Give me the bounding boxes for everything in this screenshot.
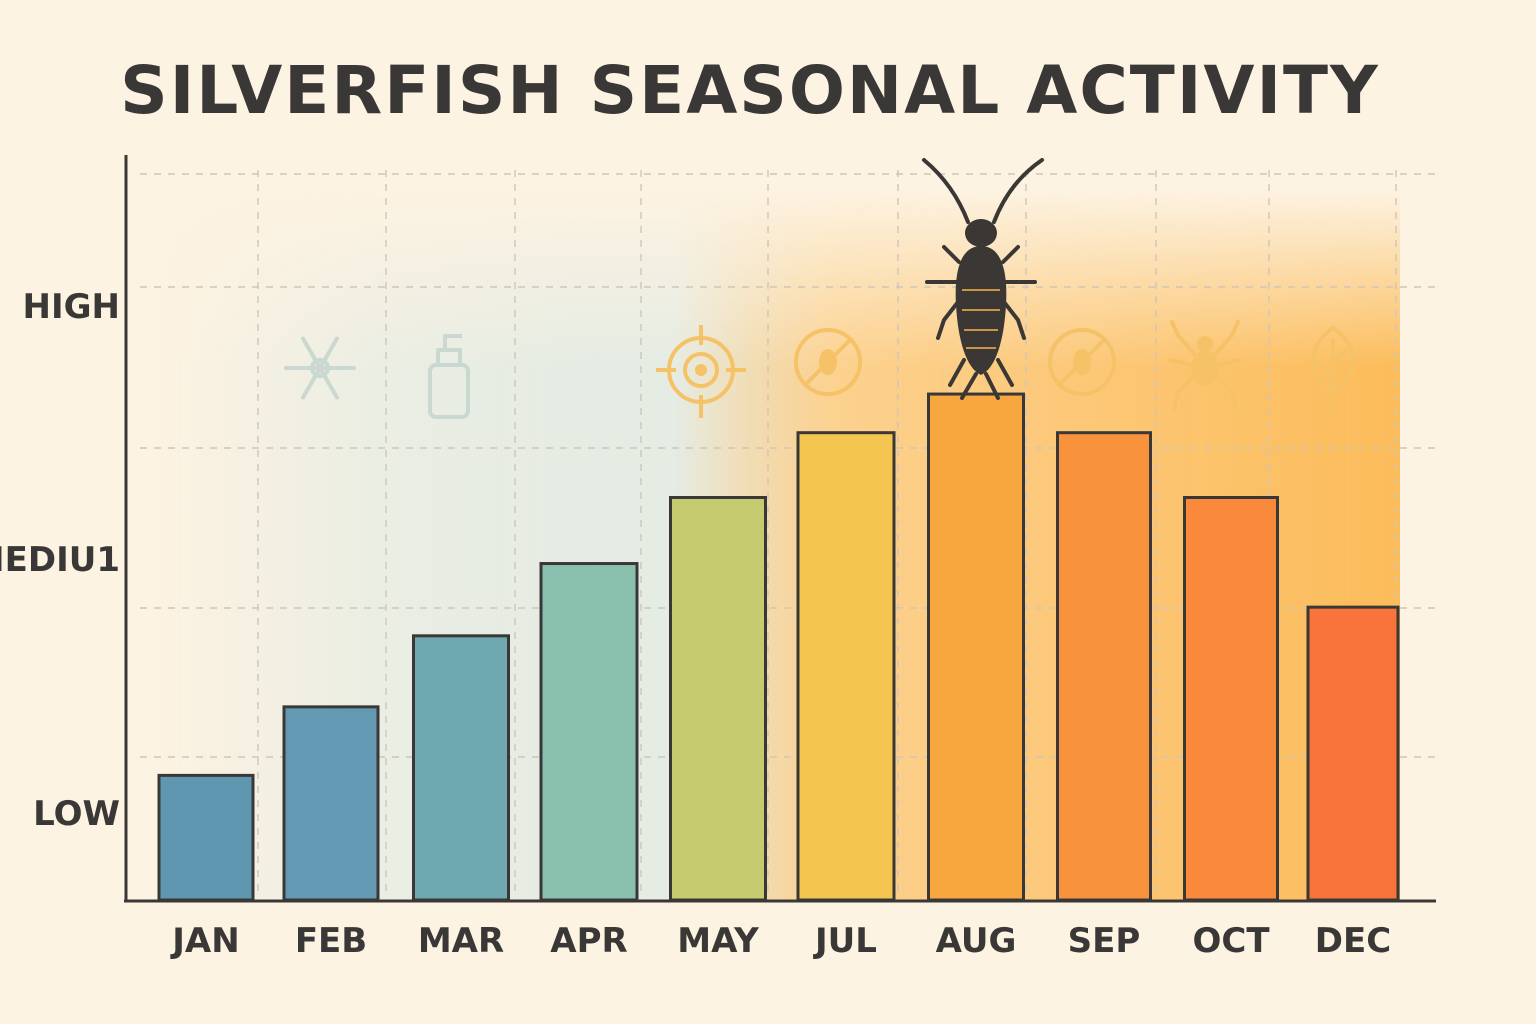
x-tick-label: OCT [1192, 921, 1270, 961]
bar-jul [796, 431, 896, 902]
x-tick-label: JUL [813, 921, 877, 961]
x-tick-labels: JAN FEB MAR APR MAY JUL AUG SEP OCT DEC [170, 921, 1391, 961]
bar-feb [282, 705, 380, 902]
bar-may [669, 495, 767, 902]
x-tick-label: JAN [170, 921, 239, 961]
x-tick-label: FEB [295, 921, 367, 961]
no-bug-icon [1048, 328, 1116, 396]
bar-series [157, 392, 1400, 902]
y-tick-label: LOW [33, 794, 120, 834]
x-tick-label: APR [550, 921, 627, 961]
season-icons [284, 320, 1356, 419]
leaf-icon [1310, 325, 1356, 412]
no-bug-icon [794, 328, 862, 396]
x-tick-label: MAR [418, 921, 504, 961]
x-tick-label: DEC [1315, 921, 1391, 961]
x-tick-label: AUG [936, 921, 1017, 961]
bar-jan [157, 773, 255, 902]
bar-oct [1183, 495, 1279, 902]
y-tick-label: HIGH [23, 287, 120, 327]
bar-dec [1306, 605, 1400, 902]
target-icon [656, 325, 746, 418]
bar-sep [1056, 431, 1152, 902]
bar-aug [927, 392, 1025, 902]
chart-title: SILVERFISH SEASONAL ACTIVITY [120, 52, 1380, 129]
spider-icon [1168, 320, 1242, 410]
bar-apr [539, 562, 639, 902]
x-tick-label: SEP [1068, 921, 1141, 961]
spray-bottle-icon [428, 334, 470, 419]
snowflake-icon [284, 336, 356, 400]
y-tick-label: MEDIU1 [0, 540, 120, 580]
silverfish-icon [922, 158, 1044, 400]
x-tick-label: MAY [677, 921, 759, 961]
bar-mar [412, 634, 510, 902]
y-tick-labels: LOW MEDIU1 HIGH [0, 287, 120, 834]
